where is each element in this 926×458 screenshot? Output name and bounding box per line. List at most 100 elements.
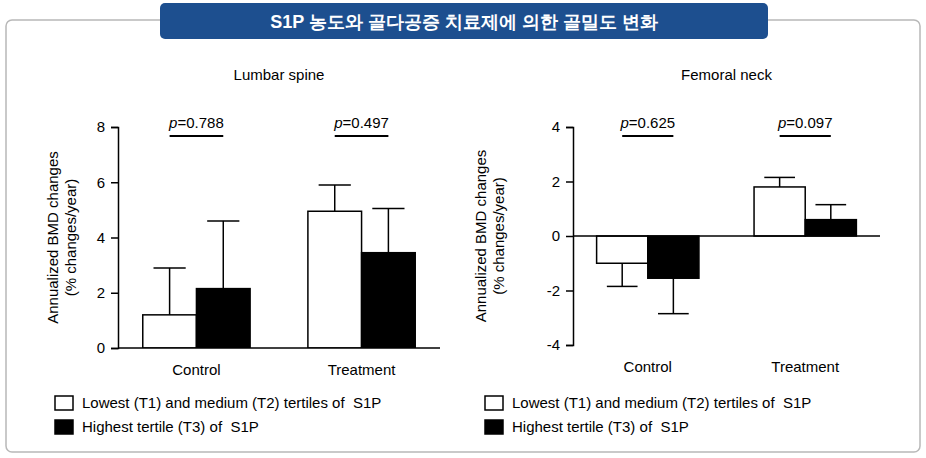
tick: 0 [97, 339, 118, 356]
tick-label: -4 [547, 336, 560, 353]
error-cap [607, 286, 638, 288]
tick-mark [111, 348, 118, 350]
error-stem [673, 278, 675, 313]
tick: -2 [547, 282, 573, 299]
tick-label: -2 [547, 282, 560, 299]
tick-label: 4 [552, 118, 560, 135]
error-cap [658, 313, 689, 315]
y-axis: -4 -2 0 2 4 [547, 118, 574, 353]
bar [805, 220, 856, 236]
axis-line [566, 128, 574, 346]
tick-mark [111, 237, 118, 239]
annotation: p=0.625 [619, 114, 675, 131]
tick: 4 [97, 229, 118, 246]
error-bar [207, 221, 239, 289]
title: S1P 농도와 골다공증 치료제에 의한 골밀도 변화 [270, 12, 658, 32]
bar [648, 236, 699, 278]
tick-mark [566, 181, 573, 183]
error-bar [658, 278, 689, 313]
panel: Lumbar spine Annualized BMD changes(% cha… [44, 66, 440, 435]
error-cap [815, 204, 846, 206]
legend-label: Lowest (T1) and medium (T2) tertiles of … [512, 394, 811, 411]
legend-item: Lowest (T1) and medium (T2) tertiles of … [55, 394, 381, 411]
axis-title: (% changes/year) [490, 177, 507, 295]
x-axis-line [573, 235, 880, 237]
tick: 0 [552, 227, 573, 244]
error-cap [207, 220, 239, 222]
annotation: p=0.097 [777, 114, 833, 131]
legend-label: Lowest (T1) and medium (T2) tertiles of … [82, 394, 381, 411]
tick-label: 0 [97, 339, 105, 356]
legend-swatch [485, 396, 503, 410]
tick: -4 [547, 336, 573, 353]
annotation-bracket [335, 135, 389, 137]
legend-swatch [55, 420, 73, 434]
chart-canvas: S1P 농도와 골다공증 치료제에 의한 골밀도 변화 Lumbar spine A… [0, 0, 926, 458]
annotation: p=0.497 [333, 114, 389, 131]
error-stem [779, 177, 781, 187]
legend-item: Lowest (T1) and medium (T2) tertiles of … [485, 394, 811, 411]
error-stem [388, 208, 390, 252]
tick-mark [111, 127, 118, 129]
frame [6, 20, 920, 452]
tick-label: 8 [97, 118, 105, 135]
tick-mark [566, 345, 573, 347]
legend-label: Highest tertile (T3) of S1P [512, 418, 689, 435]
annotation-bracket [622, 135, 673, 137]
annotation: p=0.788 [168, 114, 224, 131]
bar [308, 211, 362, 348]
tick-label: 0 [552, 227, 560, 244]
legend-item: Highest tertile (T3) of S1P [485, 418, 689, 435]
bar [362, 253, 416, 348]
title-banner [160, 3, 768, 39]
category-label: Treatment [771, 358, 840, 375]
panel-title: Femoral neck [681, 66, 772, 83]
error-stem [621, 263, 623, 286]
tick-mark [566, 236, 573, 238]
tick-label: 2 [552, 173, 560, 190]
bar [597, 236, 648, 263]
error-cap [372, 208, 404, 210]
x-axis-line [118, 347, 440, 349]
error-cap [154, 267, 186, 269]
tick-label: 4 [97, 229, 105, 246]
error-bar [372, 208, 404, 252]
error-stem [169, 268, 171, 315]
error-stem [334, 185, 336, 211]
bar [196, 289, 250, 348]
error-bar [764, 177, 795, 187]
error-bar [815, 205, 846, 220]
tick-mark [111, 293, 118, 295]
tick-label: 2 [97, 284, 105, 301]
axis-line [111, 128, 119, 349]
axis-title: (% changes/year) [62, 179, 79, 297]
legend-swatch [485, 420, 503, 434]
error-cap [319, 184, 351, 186]
plot-marks [143, 185, 415, 348]
annotation-bracket [780, 135, 831, 137]
tick: 2 [97, 284, 118, 301]
category-label: Control [172, 361, 220, 378]
legend-item: Highest tertile (T3) of S1P [55, 418, 259, 435]
legend-swatch [55, 396, 73, 410]
error-cap [764, 177, 795, 179]
tick-mark [566, 127, 573, 129]
error-bar [154, 268, 186, 315]
tick: 4 [552, 118, 573, 135]
bar [143, 315, 197, 348]
bar [754, 187, 805, 236]
category-label: Control [624, 358, 672, 375]
tick-mark [566, 290, 573, 292]
panel-title: Lumbar spine [234, 66, 325, 83]
tick-label: 6 [97, 174, 105, 191]
category-label: Treatment [328, 361, 397, 378]
annotation-bracket [170, 135, 224, 137]
y-axis: 0 2 4 6 8 [97, 118, 119, 356]
axis-title: Annualized BMD changes [44, 151, 61, 324]
legend-label: Highest tertile (T3) of S1P [82, 418, 259, 435]
axis-title: Annualized BMD changes [472, 150, 489, 323]
panel: Femoral neck Annualized BMD changes(% cha… [472, 66, 880, 435]
plot-marks [597, 177, 857, 313]
error-bar [319, 185, 351, 211]
tick: 8 [97, 118, 118, 135]
